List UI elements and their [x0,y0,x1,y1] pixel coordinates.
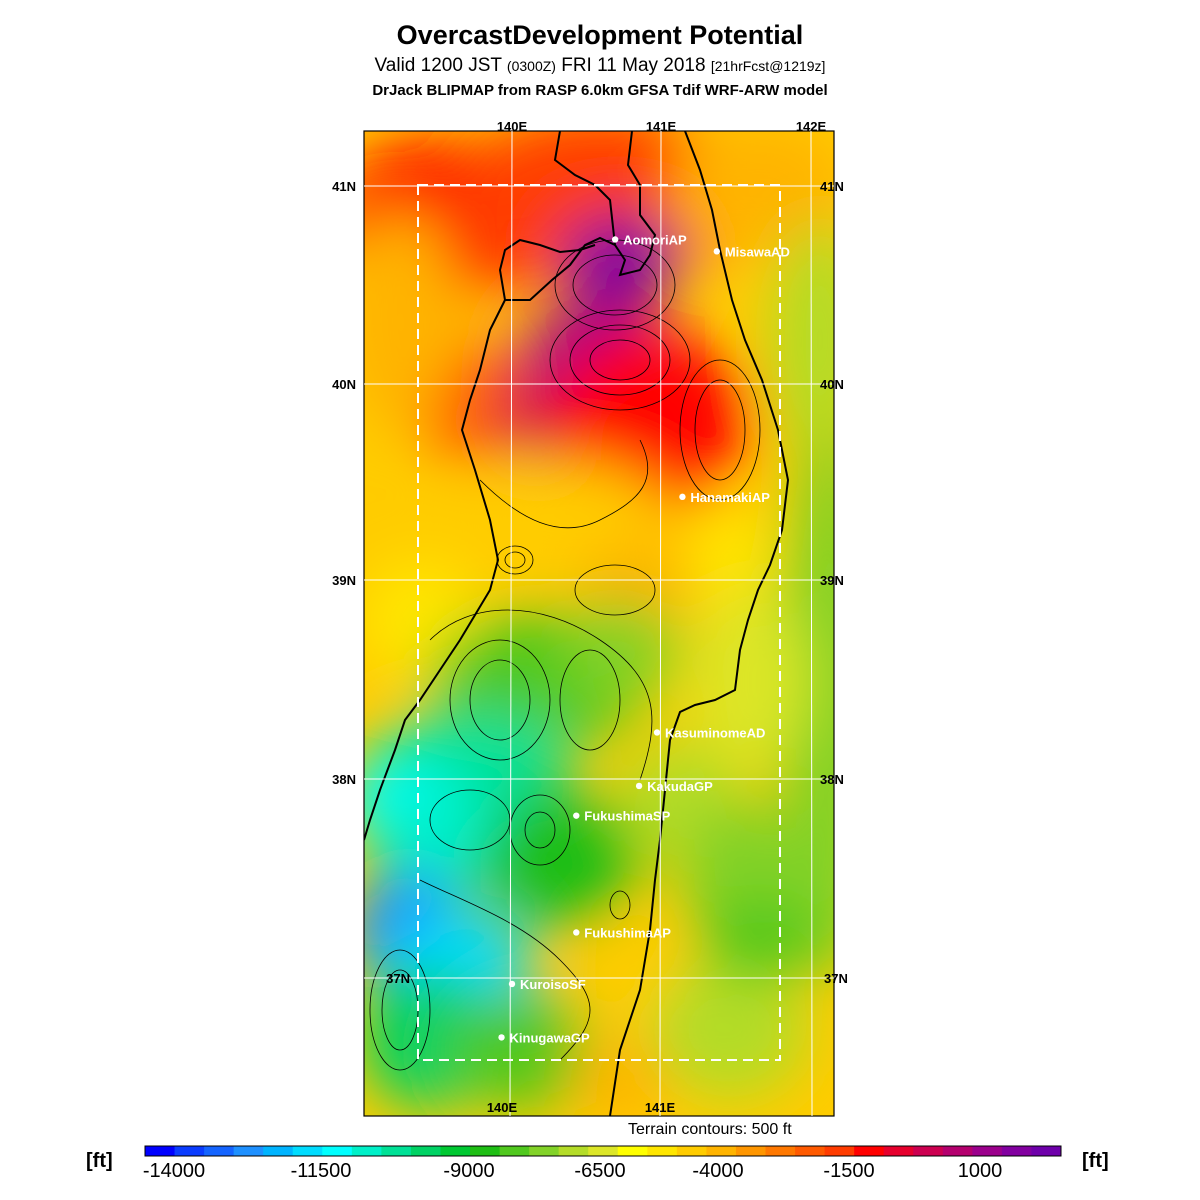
latitude-labels-right: 41N 40N 39N 38N 37N [820,179,848,986]
lat-label: 38N [332,772,356,787]
station-marker [611,236,619,243]
station-marker [713,248,721,255]
lat-label: 41N [332,179,356,194]
colorbar-swatch [913,1146,944,1156]
lon-label: 140E [497,119,528,134]
valid-utc: (0300Z) [506,58,556,74]
station-label: KasuminomeAD [665,725,765,740]
colorbar-swatch [854,1146,885,1156]
station-label: MisawaAD [725,244,790,259]
unit-label-left: [ft] [86,1150,113,1172]
station-marker [635,782,643,790]
valid-time: Valid 1200 JST (0300Z) FRI 11 May 2018 [… [0,55,1200,77]
lat-label: 39N [332,573,356,588]
colorbar-swatch [795,1146,826,1156]
colorbar-swatch [145,1146,176,1156]
colorbar-swatch [1001,1146,1032,1156]
station-markers: AomoriAP MisawaAD HanamakiAP KasuminomeAD Ka… [498,232,790,1045]
lat-label: 37N [386,971,410,986]
lon-label: 140E [487,1100,518,1115]
colorbar-swatch [824,1146,855,1156]
colorbar-swatch [1031,1146,1062,1156]
colorbar-swatch [351,1146,382,1156]
longitude-labels-bottom: 140E 141E [487,1100,676,1115]
model-description: DrJack BLIPMAP from RASP 6.0km GFSA Tdif… [372,82,828,99]
station-label: FukushimaSP [584,809,670,824]
colorbar-swatch [499,1146,530,1156]
colorbar-tick-label: -9000 [443,1160,495,1182]
colorbar-frame [144,1145,1062,1157]
colorbar-swatch [706,1146,737,1156]
unit-label-right: [ft] [1082,1150,1109,1172]
graticule [364,130,834,1117]
station-marker [653,729,661,736]
colorbar-swatch [529,1146,560,1156]
lon-label: 141E [645,1100,676,1115]
coastline [364,131,790,1116]
colorbar-swatch [558,1146,589,1156]
colorbar-swatch [676,1146,707,1156]
colorbar-swatch [647,1146,678,1156]
colorbar-swatch [381,1146,412,1156]
colorbar [144,1145,1062,1157]
station-label: KakudaGP [647,779,713,794]
station-marker [508,980,516,988]
valid-prefix: Valid 1200 JST [374,55,507,76]
station-marker [573,929,580,936]
colorbar-swatch [588,1146,619,1156]
colorbar-swatch [233,1146,264,1156]
colorbar-swatch [883,1146,914,1156]
colorbar-swatch [617,1146,648,1156]
potential-field [364,131,834,1116]
lat-label: 40N [332,377,356,392]
lat-label: 40N [820,377,844,392]
colorbar-swatch [322,1146,353,1156]
longitude-labels-top: 140E 141E 142E [497,119,827,134]
lon-label: 141E [646,119,677,134]
colorbar-swatch [263,1146,294,1156]
colorbar-swatch [735,1146,767,1156]
colorbar-tick-label: -6500 [574,1160,626,1182]
lat-label: 41N [820,179,844,194]
colorbar-tick-label: -1500 [823,1160,875,1182]
lat-label: 37N [824,971,848,986]
station-marker [573,812,580,819]
colorbar-swatch [174,1146,205,1156]
colorbar-tick-label: 1000 [957,1160,1003,1182]
lat-label: 39N [820,573,844,588]
lat-label: 38N [820,772,844,787]
station-label: AomoriAP [623,232,687,247]
colorbar-tick-label: -11500 [290,1160,352,1182]
station-marker [498,1034,505,1041]
colorbar-swatch [470,1146,501,1156]
domain-boundary [417,184,781,1061]
station-label: KinugawaGP [510,1030,591,1045]
colorbar-swatch [440,1146,471,1156]
station-label: KuroisoSF [520,977,586,992]
latitude-labels-left: 41N 40N 39N 38N 37N [332,179,410,986]
terrain-contour-note: Terrain contours: 500 ft [628,1121,792,1138]
colorbar-tick-label: -4000 [692,1160,744,1182]
station-label: FukushimaAP [584,925,671,940]
colorbar-swatch [410,1146,441,1156]
station-label: HanamakiAP [690,490,770,505]
colorbar-swatch [972,1146,1003,1156]
terrain-contours [369,239,761,1071]
map-title: OvercastDevelopment Potential [396,20,804,50]
colorbar-swatch [292,1146,323,1156]
colorbar-tick-label: -14000 [142,1160,206,1182]
colorbar-swatch [204,1146,235,1156]
colorbar-swatch [765,1146,796,1156]
map-frame [363,130,835,1117]
forecast-info: [21hrFcst@1219z] [710,58,826,74]
lon-label: 142E [796,119,827,134]
valid-date: FRI 11 May 2018 [555,55,711,76]
colorbar-swatch [942,1146,973,1156]
station-marker [679,493,686,501]
